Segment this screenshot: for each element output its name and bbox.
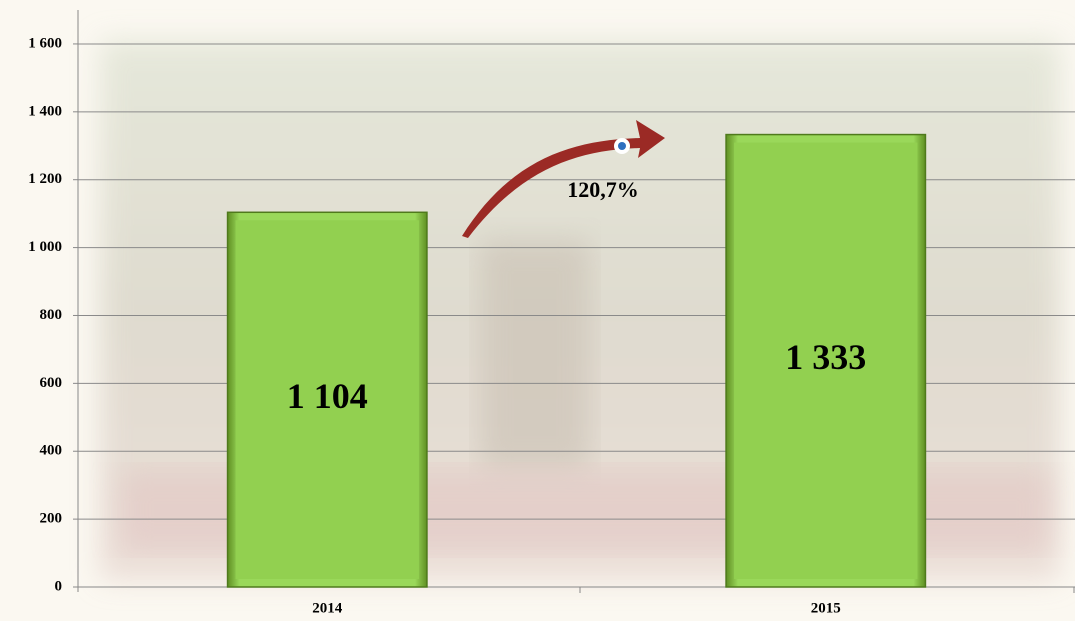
annotation: 120,7% xyxy=(567,177,639,202)
x-tick-label: 2015 xyxy=(811,600,841,616)
y-tick-label: 200 xyxy=(40,511,63,527)
y-tick-label: 0 xyxy=(55,578,63,594)
y-tick-label: 1 400 xyxy=(28,103,62,119)
bar-face xyxy=(235,220,419,579)
y-tick-label: 1 000 xyxy=(28,239,62,255)
y-tick-label: 1 600 xyxy=(28,35,62,51)
y-tick-label: 800 xyxy=(40,307,63,323)
value-label: 1 333 xyxy=(785,337,866,377)
y-tick-label: 1 200 xyxy=(28,171,62,187)
x-tick-label: 2014 xyxy=(312,600,343,616)
growth-arrow xyxy=(462,120,665,238)
value-label: 1 104 xyxy=(287,376,368,416)
y-tick-label: 400 xyxy=(40,443,63,459)
y-tick-label: 600 xyxy=(40,375,63,391)
bar-face xyxy=(734,142,918,579)
